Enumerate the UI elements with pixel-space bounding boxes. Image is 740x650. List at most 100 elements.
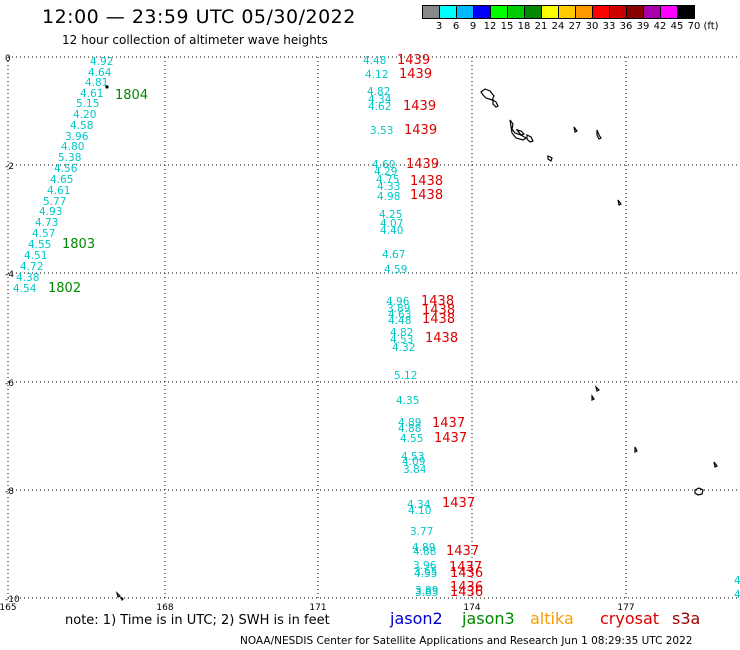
wave-height-value: 5.38 <box>58 152 81 164</box>
time-label: 1802 <box>48 281 81 296</box>
page-subtitle: 12 hour collection of altimeter wave hei… <box>62 33 328 47</box>
color-scale-label: 12 <box>483 21 497 32</box>
time-label: 1804 <box>115 88 148 103</box>
time-label: 1803 <box>62 237 95 252</box>
color-swatch <box>677 5 695 19</box>
wave-height-value: 4.57 <box>32 228 55 240</box>
satellite-legend-jason2: jason2 <box>390 609 443 628</box>
color-scale-label: 33 <box>602 21 616 32</box>
x-tick-label: 165 <box>0 603 17 613</box>
time-label: 1438 <box>425 331 458 346</box>
wave-height-value: 4. <box>734 575 740 587</box>
y-tick-label: -6 <box>5 379 14 389</box>
time-label: 1438 <box>410 188 443 203</box>
time-label: 1437 <box>446 544 479 559</box>
page-title: 12:00 — 23:59 UTC 05/30/2022 <box>42 6 356 28</box>
wave-height-value: 4.88 <box>398 423 421 435</box>
time-label: 1439 <box>397 53 430 68</box>
time-label: 1437 <box>434 431 467 446</box>
island-outline <box>591 394 595 401</box>
wave-height-value: 4.89 <box>398 417 421 429</box>
time-label: 1439 <box>406 157 439 172</box>
color-scale-label: 27 <box>568 21 582 32</box>
wave-height-value: 4.34 <box>407 499 431 511</box>
satellite-legend-s3a: s3a <box>672 609 701 628</box>
color-scale-label: 21 <box>534 21 548 32</box>
wave-height-value: 4.34 <box>368 94 392 106</box>
wave-height-value: 4.12 <box>365 69 388 81</box>
wave-height-value: 3.89 <box>387 303 410 315</box>
color-scale-label: 42 <box>653 21 667 32</box>
time-label: 1439 <box>404 123 437 138</box>
wave-height-value: 4.82 <box>367 86 390 98</box>
wave-height-value: 4.25 <box>379 209 402 221</box>
color-scale-label: 24 <box>551 21 565 32</box>
wave-height-value: 4.88 <box>413 546 436 558</box>
wave-height-value: 3.85 <box>415 587 438 599</box>
y-tick-label: 0 <box>5 54 11 64</box>
wave-height-value: 4.58 <box>70 120 93 132</box>
wave-height-value: 3.53 <box>370 125 393 137</box>
time-label: 1437 <box>432 416 465 431</box>
wave-height-value: 3.96 <box>413 560 437 572</box>
wave-height-value: 4.82 <box>390 327 413 339</box>
wave-height-value: 4.51 <box>24 250 47 262</box>
time-label: 1438 <box>422 303 455 318</box>
wave-height-value: 4.48 <box>388 315 411 327</box>
time-label: 1436 <box>450 566 483 581</box>
island-outline <box>115 591 122 598</box>
wave-height-value: 4.62 <box>368 101 391 113</box>
satellite-legend-jason3: jason3 <box>462 609 515 628</box>
color-scale-label: (ft) <box>703 21 719 32</box>
wave-height-value: 4.98 <box>377 191 400 203</box>
wave-height-value: 4.20 <box>73 109 96 121</box>
wave-height-value: 4.10 <box>408 505 431 517</box>
color-scale-label: 18 <box>517 21 531 32</box>
y-tick-label: -8 <box>5 487 14 497</box>
time-label: 1439 <box>403 99 436 114</box>
wave-height-value: 3.77 <box>410 526 433 538</box>
wave-height-value: 4.40 <box>380 225 403 237</box>
wave-height-value: 3.84 <box>403 464 427 476</box>
wave-height-value: 4.65 <box>50 174 73 186</box>
wave-height-value: 4.48 <box>363 55 386 67</box>
wave-height-value: 4.09 <box>402 456 425 468</box>
x-tick-label: 171 <box>309 603 326 613</box>
color-scale-labels: 3 6 9 12 15 18 21 24 27 30 33 36 39 42 45 70 (ft) <box>422 21 740 35</box>
time-label: 1439 <box>399 67 432 82</box>
credit-line: NOAA/NESDIS Center for Satellite Applica… <box>240 635 693 647</box>
island-outline <box>526 134 534 143</box>
wave-height-value: 4.64 <box>88 67 112 79</box>
island-outline <box>634 446 638 453</box>
x-tick-label: 168 <box>156 603 173 613</box>
wave-height-value: 4.53 <box>390 334 413 346</box>
time-label: 1437 <box>449 560 482 575</box>
satellite-legend-altika: altika <box>530 609 574 628</box>
island-outline <box>617 199 622 206</box>
footer-note: note: 1) Time is in UTC; 2) SWH is in fe… <box>65 613 330 628</box>
x-tick-label: 177 <box>617 603 634 613</box>
wave-height-value: 4.73 <box>35 217 58 229</box>
time-label: 1438 <box>422 312 455 327</box>
y-tick-label: -2 <box>5 162 14 172</box>
color-scale-label: 6 <box>452 21 460 32</box>
satellite-legend-cryosat: cryosat <box>600 609 660 628</box>
wave-height-value: 5.77 <box>43 196 66 208</box>
wave-height-value: 4.07 <box>380 218 403 230</box>
wave-height-value: 4.32 <box>392 342 415 354</box>
wave-height-value: 4.63 <box>388 309 411 321</box>
wave-height-value: 4.38 <box>16 272 39 284</box>
color-scale-label: 30 <box>585 21 599 32</box>
wave-height-value: 4.93 <box>39 206 62 218</box>
time-label: 1438 <box>410 174 443 189</box>
wave-height-value: 4.53 <box>401 451 424 463</box>
island-outline <box>596 129 602 140</box>
wave-height-value: 4.75 <box>376 174 399 186</box>
wave-height-value: 4.61 <box>80 88 103 100</box>
wave-height-value: 4.54 <box>13 283 37 295</box>
island-outline <box>594 385 601 392</box>
island-outline <box>480 88 495 101</box>
wave-height-value: 4.35 <box>396 395 419 407</box>
color-scale-label: 70 <box>687 21 701 32</box>
